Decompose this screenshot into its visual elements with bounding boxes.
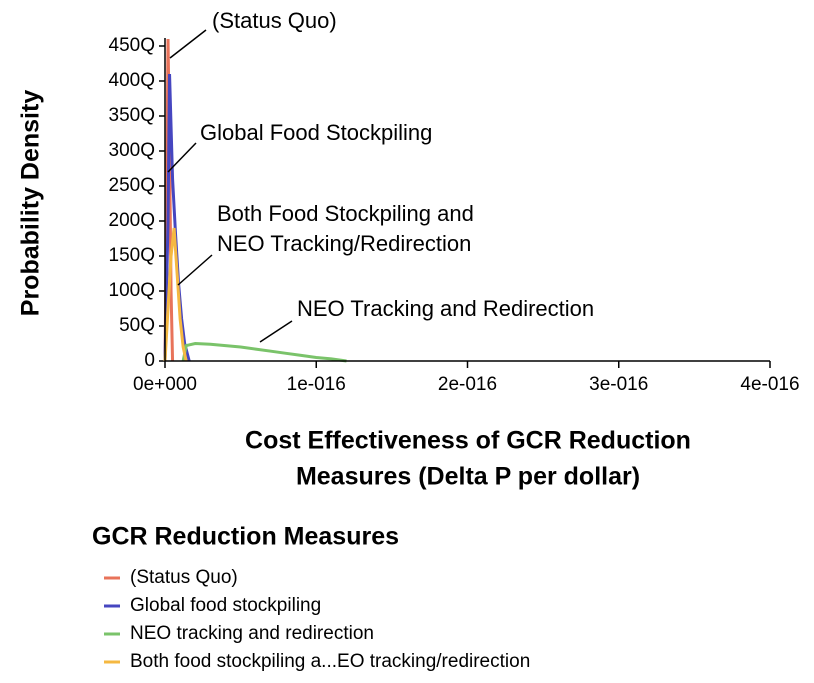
legend-title: GCR Reduction Measures [92,523,399,551]
x-tick-label: 4e-016 [740,374,799,395]
x-axis-title: Measures (Delta P per dollar) [296,463,640,491]
annotation-leader [259,320,293,343]
legend-label: (Status Quo) [130,567,238,588]
y-tick-label: 200Q [109,210,155,231]
series-line [181,341,347,363]
y-tick-label: 400Q [109,70,155,91]
y-tick-label: 0 [144,350,155,371]
annotation-leader [167,142,197,173]
annotation: (Status Quo) [212,8,337,33]
y-tick-label: 350Q [109,105,155,126]
legend-label: Both food stockpiling a...EO tracking/re… [130,651,530,672]
y-tick-label: 100Q [109,280,155,301]
y-tick-label: 300Q [109,140,155,161]
annotation: Global Food Stockpiling [200,120,432,145]
y-tick-label: 450Q [109,35,155,56]
legend-label: NEO tracking and redirection [130,623,374,644]
series-line [163,227,188,362]
x-tick-label: 0e+000 [133,374,197,395]
annotation-leader [177,254,213,286]
x-tick-label: 2e-016 [438,374,497,395]
x-tick-label: 1e-016 [287,374,346,395]
x-tick-label: 3e-016 [589,374,648,395]
x-axis-title: Cost Effectiveness of GCR Reduction [245,427,691,455]
annotation: Both Food Stockpiling and [217,201,474,226]
y-tick-label: 150Q [109,245,155,266]
annotation-leader [169,29,207,59]
y-tick-label: 250Q [109,175,155,196]
annotation: NEO Tracking and Redirection [297,296,594,321]
y-axis-title: Probability Density [17,90,45,317]
legend-label: Global food stockpiling [130,595,321,616]
annotation: NEO Tracking/Redirection [217,231,471,256]
y-tick-label: 50Q [119,315,155,336]
